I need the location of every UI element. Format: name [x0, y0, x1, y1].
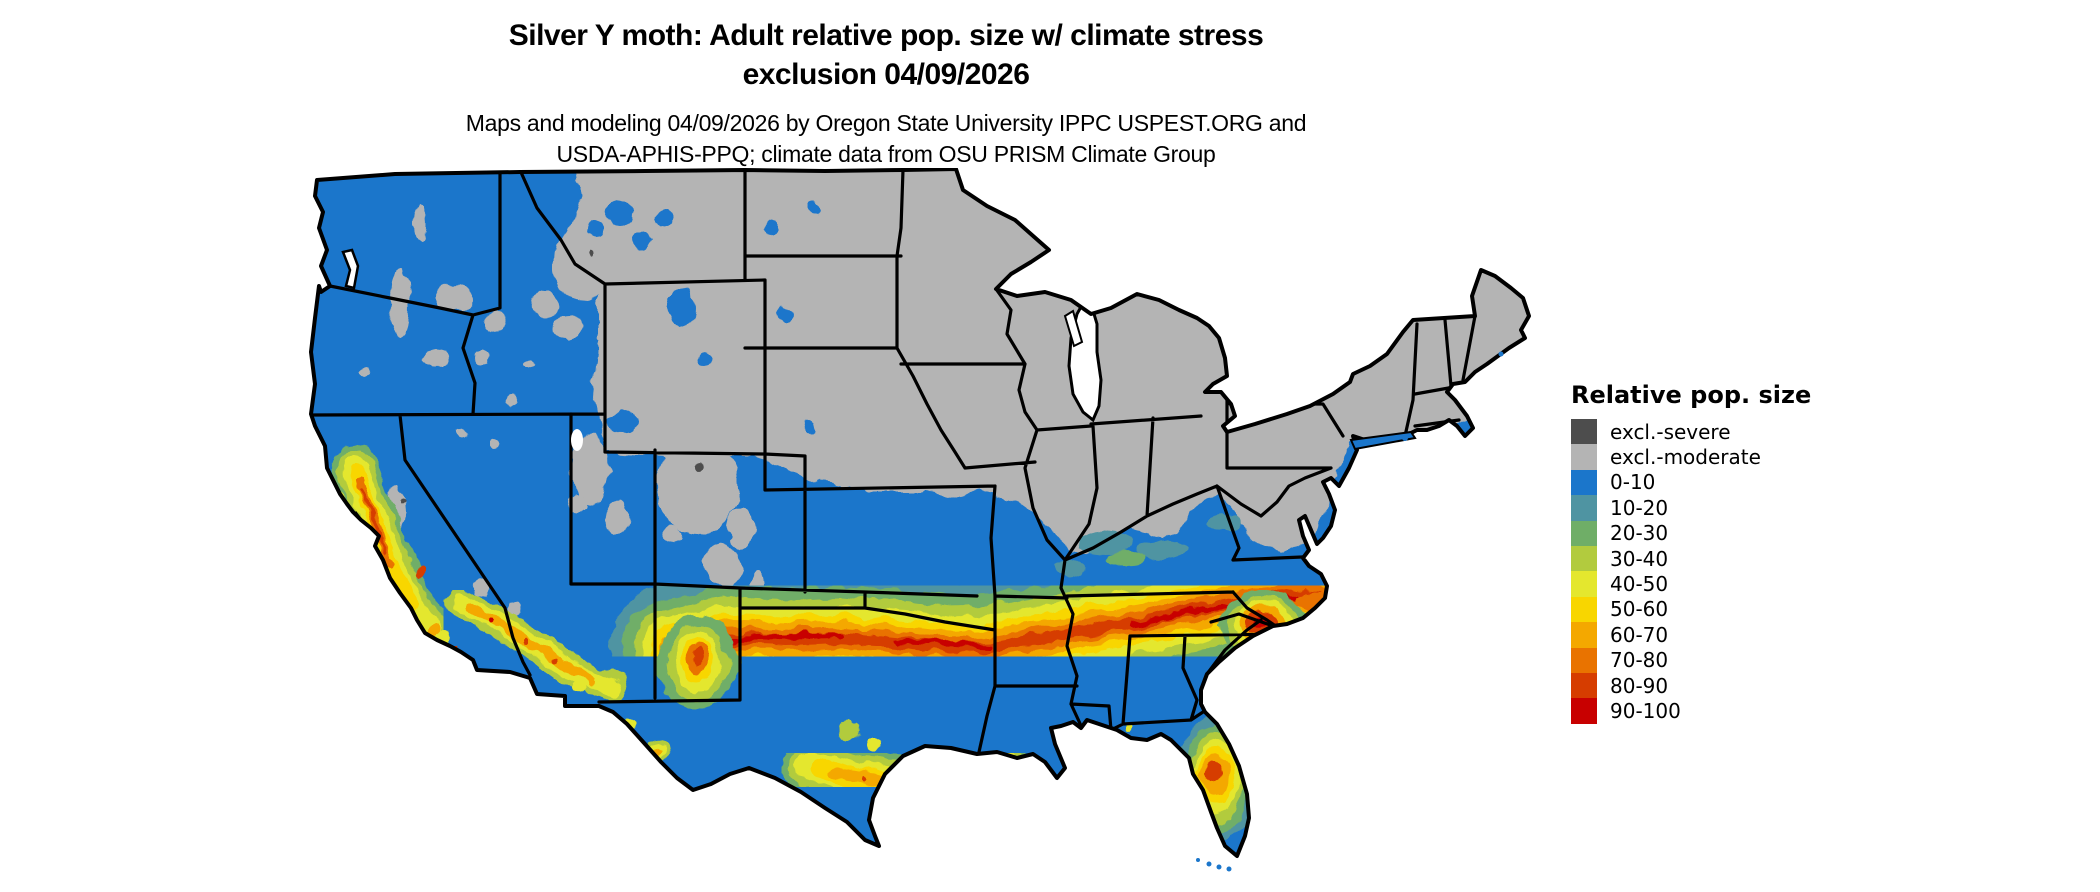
new-mexico-hotspot [657, 615, 737, 711]
map-subtitle-line1: Maps and modeling 04/09/2026 by Oregon S… [465, 110, 1307, 136]
legend-item: 70-80 [1571, 647, 1811, 673]
legend-label: 70-80 [1610, 648, 1669, 673]
map-title-line2: exclusion 04/09/2026 [742, 58, 1030, 91]
figure-header: Silver Y moth: Adult relative pop. size … [0, 16, 1772, 170]
legend-label: 60-70 [1610, 622, 1669, 647]
legend-item: 90-100 [1571, 698, 1811, 724]
legend-item: 0-10 [1571, 469, 1811, 496]
arizona-hotspots [445, 588, 628, 703]
legend-label: 90-100 [1610, 698, 1681, 723]
us-map-figure [305, 167, 1535, 884]
south-texas-band [782, 729, 1025, 811]
legend-swatch [1571, 545, 1597, 572]
legend-swatch [1571, 419, 1597, 445]
legend-label: 20-30 [1610, 521, 1669, 546]
map-title-line1: Silver Y moth: Adult relative pop. size … [508, 19, 1264, 52]
legend-swatch [1571, 495, 1597, 521]
legend-item: 20-30 [1571, 520, 1811, 546]
map-legend: Relative pop. size excl.-severe excl.-mo… [1571, 381, 1811, 724]
legend-swatch [1571, 622, 1597, 648]
long-island [1349, 430, 1417, 451]
legend-swatch [1571, 469, 1597, 496]
state-borders [311, 169, 1477, 754]
legend-item: 80-90 [1571, 672, 1811, 699]
legend-rows: excl.-severe excl.-moderate 0-10 10-20 2… [1571, 419, 1811, 724]
legend-label: 0-10 [1610, 470, 1656, 495]
us-map-svg [309, 167, 1531, 872]
excluded-severe-patches [398, 251, 701, 501]
legend-swatch [1571, 698, 1597, 724]
legend-swatch [1571, 647, 1597, 673]
legend-swatch [1571, 596, 1597, 623]
florida-keys [1196, 858, 1232, 872]
legend-label: 30-40 [1610, 546, 1669, 571]
legend-item: 50-60 [1571, 596, 1811, 623]
legend-label: excl.-severe [1610, 419, 1731, 444]
legend-label: excl.-moderate [1610, 445, 1761, 470]
legend-label: 10-20 [1610, 495, 1669, 520]
coastal-specks [1402, 351, 1504, 441]
legend-item: 10-20 [1571, 495, 1811, 521]
legend-swatch [1571, 444, 1597, 470]
legend-item: 30-40 [1571, 545, 1811, 572]
legend-title: Relative pop. size [1571, 381, 1812, 409]
map-subtitle: Maps and modeling 04/09/2026 by Oregon S… [0, 108, 1772, 170]
puget-sound [341, 248, 360, 290]
great-salt-lake [571, 429, 583, 451]
legend-item: 60-70 [1571, 622, 1811, 648]
legend-label: 50-60 [1610, 597, 1669, 622]
legend-label: 40-50 [1610, 572, 1669, 597]
legend-item: excl.-severe [1571, 419, 1811, 445]
legend-swatch [1571, 571, 1597, 597]
legend-swatch [1571, 672, 1597, 699]
suitable-valley-patches [587, 200, 821, 435]
legend-label: 80-90 [1610, 673, 1669, 698]
legend-item: 40-50 [1571, 571, 1811, 597]
map-subtitle-line2: USDA-APHIS-PPQ; climate data from OSU PR… [556, 141, 1216, 167]
legend-item: excl.-moderate [1571, 444, 1811, 470]
legend-swatch [1571, 520, 1597, 546]
great-lakes [1063, 292, 1103, 423]
